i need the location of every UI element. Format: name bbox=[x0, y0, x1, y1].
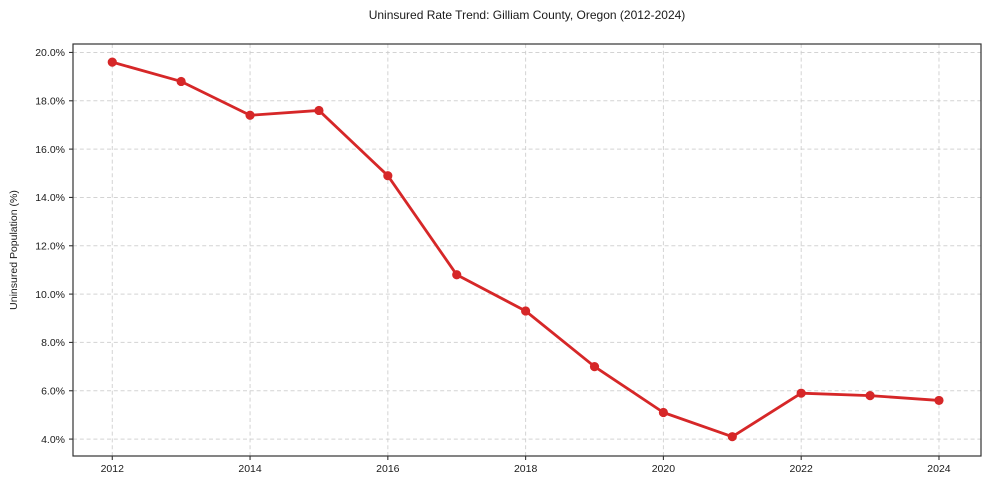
chart-title: Uninsured Rate Trend: Gilliam County, Or… bbox=[368, 8, 686, 22]
data-point bbox=[314, 105, 324, 116]
data-point bbox=[796, 388, 806, 398]
data-point bbox=[934, 395, 944, 406]
x-tick-label: 2012 bbox=[101, 463, 125, 475]
y-tick-label: 12.0% bbox=[35, 240, 65, 252]
y-tick-label: 4.0% bbox=[41, 434, 65, 446]
data-point bbox=[107, 57, 117, 67]
y-tick-label: 14.0% bbox=[35, 192, 65, 204]
y-tick-label: 10.0% bbox=[35, 289, 65, 301]
x-tick-label: 2022 bbox=[790, 463, 814, 475]
data-point bbox=[383, 171, 393, 181]
y-tick-label: 6.0% bbox=[41, 385, 65, 397]
data-point bbox=[245, 110, 255, 120]
x-tick-label: 2024 bbox=[927, 463, 951, 475]
data-point bbox=[658, 407, 669, 418]
data-point bbox=[176, 76, 186, 87]
data-point bbox=[521, 306, 531, 316]
data-point bbox=[452, 270, 462, 280]
data-point bbox=[865, 390, 875, 401]
x-tick-label: 2016 bbox=[376, 463, 400, 475]
data-point bbox=[589, 361, 600, 372]
x-tick-label: 2018 bbox=[514, 463, 538, 475]
y-tick-label: 20.0% bbox=[35, 47, 65, 59]
x-tick-label: 2020 bbox=[652, 463, 676, 475]
x-tick-label: 2014 bbox=[238, 463, 262, 475]
y-tick-label: 8.0% bbox=[41, 337, 65, 349]
plot-frame bbox=[72, 43, 982, 457]
y-tick-label: 16.0% bbox=[35, 144, 65, 156]
data-point bbox=[727, 432, 737, 442]
y-tick-label: 18.0% bbox=[35, 95, 65, 107]
